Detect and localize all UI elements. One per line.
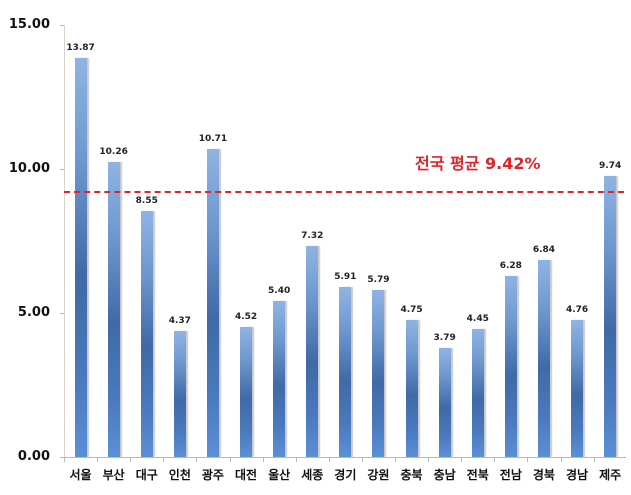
y-tick-label: 10.00 <box>8 161 50 176</box>
category-label: 대구 <box>135 468 158 482</box>
category-label: 광주 <box>201 468 224 482</box>
bar-value-label: 5.79 <box>367 275 390 286</box>
category-label: 전북 <box>466 468 489 482</box>
x-tick-mark <box>130 457 132 462</box>
x-tick-mark <box>328 457 330 462</box>
bar-value-label: 4.52 <box>234 311 258 322</box>
bar-value-label: 4.75 <box>400 305 423 316</box>
bar <box>372 290 385 457</box>
x-tick-mark <box>196 457 198 462</box>
x-tick-mark <box>295 457 297 462</box>
x-tick-mark <box>361 457 363 462</box>
y-tick-mark <box>60 313 64 314</box>
category-label: 전남 <box>499 468 522 482</box>
bar-value-label: 4.45 <box>466 313 489 324</box>
bar <box>140 210 153 457</box>
category-label: 대전 <box>235 468 258 482</box>
national-average-label: 전국 평균 9.42% <box>415 154 541 173</box>
x-tick-mark <box>593 457 595 462</box>
y-tick-mark <box>60 25 64 26</box>
bar-value-label: 5.91 <box>334 271 357 282</box>
x-tick-mark <box>428 457 430 462</box>
bar-value-label: 3.79 <box>433 332 456 343</box>
bar <box>173 331 186 457</box>
bar <box>339 286 352 457</box>
y-tick-label: 0.00 <box>17 449 50 464</box>
category-label: 강원 <box>367 468 390 482</box>
bar-value-label: 8.55 <box>135 195 158 206</box>
bar-value-label: 13.87 <box>66 42 95 53</box>
category-label: 경북 <box>532 468 555 482</box>
bar <box>273 301 286 457</box>
x-tick-mark <box>461 457 463 462</box>
category-label: 서울 <box>69 468 92 482</box>
bar-value-label: 10.71 <box>198 133 228 144</box>
x-tick-mark <box>395 457 396 462</box>
bar-value-label: 9.74 <box>599 161 622 172</box>
category-label: 세종 <box>301 468 324 482</box>
bar-value-label: 5.40 <box>268 286 291 297</box>
x-axis <box>64 457 626 458</box>
bar <box>438 347 451 457</box>
bar <box>74 57 87 457</box>
bar <box>206 148 219 457</box>
bar-value-label: 6.84 <box>532 245 556 255</box>
category-label: 부산 <box>102 468 125 482</box>
bar <box>504 276 517 457</box>
y-tick-label: 5.00 <box>17 305 50 320</box>
bar-value-label: 6.28 <box>499 261 522 272</box>
bar <box>604 176 617 457</box>
x-tick-mark <box>494 457 496 462</box>
bar <box>306 246 319 457</box>
category-label: 울산 <box>268 468 291 482</box>
category-label: 경기 <box>334 468 357 482</box>
bar-value-label: 10.26 <box>99 146 128 157</box>
x-tick-mark <box>527 457 529 462</box>
x-tick-mark <box>64 457 65 462</box>
category-label: 경남 <box>566 468 589 482</box>
y-tick-mark <box>60 169 64 170</box>
bar <box>571 319 584 457</box>
bar <box>405 320 418 457</box>
bar <box>107 161 120 457</box>
national-average-line <box>64 191 624 193</box>
x-tick-mark <box>163 457 165 462</box>
bar <box>537 260 550 457</box>
y-tick-label: 15.00 <box>8 17 50 32</box>
bar-value-label: 7.32 <box>301 231 324 242</box>
category-label: 제주 <box>599 468 622 482</box>
y-tick-mark <box>60 457 64 458</box>
bar-value-label: 4.76 <box>565 304 589 315</box>
category-label: 충북 <box>400 468 423 482</box>
y-axis <box>64 25 65 457</box>
bar <box>240 326 253 457</box>
x-tick-mark <box>560 457 562 462</box>
x-tick-mark <box>229 457 231 462</box>
x-tick-mark <box>262 457 264 462</box>
bar <box>471 328 484 457</box>
category-label: 충남 <box>433 468 456 482</box>
bar-value-label: 4.37 <box>168 316 191 327</box>
category-label: 인천 <box>168 468 191 482</box>
x-tick-mark <box>97 457 99 462</box>
